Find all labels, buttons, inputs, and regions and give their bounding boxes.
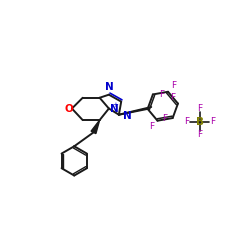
Text: N: N — [110, 104, 118, 114]
Text: F: F — [159, 90, 164, 99]
Text: F: F — [197, 130, 202, 139]
Text: F: F — [210, 117, 216, 126]
Text: +: + — [112, 102, 118, 108]
Text: F: F — [170, 93, 175, 102]
Text: N: N — [104, 82, 113, 92]
Text: B: B — [196, 117, 204, 127]
Text: F: F — [184, 117, 189, 126]
Text: O: O — [64, 104, 73, 114]
Text: F: F — [150, 122, 155, 131]
Text: F: F — [171, 81, 176, 90]
Polygon shape — [91, 120, 100, 134]
Text: F: F — [162, 114, 167, 122]
Text: N: N — [123, 111, 132, 121]
Text: F: F — [197, 104, 202, 113]
